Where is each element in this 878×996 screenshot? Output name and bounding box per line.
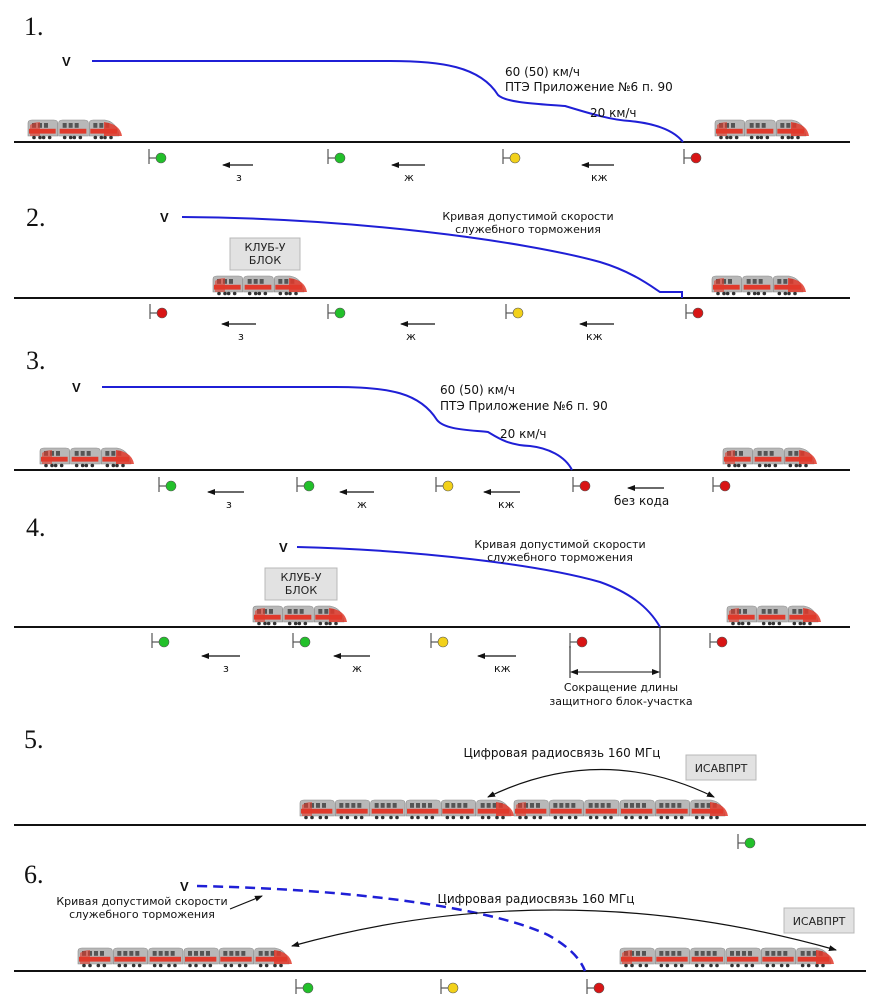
code-label-yellow: ж	[357, 498, 367, 511]
signal-red	[683, 149, 702, 164]
speed-axis-label: V	[279, 540, 288, 555]
braking-curve-dashed	[196, 884, 587, 972]
curve-label: служебного торможения	[455, 223, 601, 236]
braking-curve	[181, 216, 683, 298]
reduction-label: Сокращение длины	[564, 681, 678, 694]
radio-link-arrow	[487, 768, 715, 798]
code-label-green: з	[226, 498, 232, 511]
isavprt-box	[685, 754, 757, 781]
panel-4: 4. V Кривая допустимой скорости служебно…	[14, 513, 850, 708]
train	[252, 605, 347, 626]
signal-green	[327, 304, 346, 319]
signal-red	[709, 633, 728, 648]
signal-red	[149, 304, 168, 319]
klub-block-box	[264, 567, 338, 601]
curve-label: Кривая допустимой скорости	[474, 538, 645, 551]
speed-curve	[92, 60, 684, 143]
panel-number: 6.	[24, 860, 44, 889]
code-label-redyellow: кж	[591, 171, 608, 184]
signal-green	[295, 979, 314, 994]
signal-green	[151, 633, 170, 648]
panel-3: 3. V 60 (50) км/ч ПТЭ Приложение №6 п. 9…	[14, 346, 850, 511]
curve-label: Кривая допустимой скорости	[56, 895, 227, 908]
signal-yellow	[505, 304, 524, 319]
panel-number: 2.	[26, 203, 46, 232]
code-label-green: з	[238, 330, 244, 343]
train	[513, 799, 728, 820]
train	[27, 119, 122, 140]
train	[299, 799, 514, 820]
radio-link-arrow	[291, 909, 837, 951]
radio-label: Цифровая радиосвязь 160 МГц	[464, 746, 661, 760]
curve-label: служебного торможения	[487, 551, 633, 564]
signal-green	[158, 477, 177, 492]
panel-number: 1.	[24, 12, 44, 41]
klub-block-box	[229, 237, 301, 271]
speed-rule-label: ПТЭ Приложение №6 п. 90	[505, 80, 673, 94]
signal-yellow	[435, 477, 454, 492]
code-label-yellow: ж	[406, 330, 416, 343]
speed-axis-label: V	[72, 380, 81, 395]
signal-red	[685, 304, 704, 319]
train	[722, 447, 817, 468]
signal-yellow	[430, 633, 449, 648]
klub-label: КЛУБ-У	[244, 241, 285, 254]
code-label-redyellow: кж	[494, 662, 511, 675]
signal-yellow	[440, 979, 459, 994]
reduction-label: защитного блок-участка	[549, 695, 692, 708]
train	[726, 605, 821, 626]
signal-red	[572, 477, 591, 492]
braking-curve	[296, 546, 661, 628]
speed-axis-label: V	[62, 54, 71, 69]
panel-6: 6. V Кривая допустимой скорости служебно…	[14, 860, 866, 994]
signal-green	[327, 149, 346, 164]
train	[711, 275, 806, 296]
code-label-green: з	[223, 662, 229, 675]
curve-label: Кривая допустимой скорости	[442, 210, 613, 223]
signal-green	[148, 149, 167, 164]
signal-green	[292, 633, 311, 648]
train	[77, 947, 292, 968]
signal-red	[569, 633, 588, 648]
isavprt-label: ИСАВПРТ	[695, 762, 748, 775]
code-label-green: з	[236, 171, 242, 184]
panel-1: 1. V 60 (50) км/ч ПТЭ Приложение №6 п. 9…	[14, 12, 850, 184]
speed-label: 60 (50) км/ч	[505, 65, 580, 79]
signal-green	[296, 477, 315, 492]
train	[39, 447, 134, 468]
isavprt-label: ИСАВПРТ	[793, 915, 846, 928]
train	[714, 119, 809, 140]
speed-label-low: 20 км/ч	[590, 106, 637, 120]
speed-label: 60 (50) км/ч	[440, 383, 515, 397]
code-label-yellow: ж	[404, 171, 414, 184]
signal-red	[712, 477, 731, 492]
label-pointer	[229, 895, 263, 910]
speed-rule-label: ПТЭ Приложение №6 п. 90	[440, 399, 608, 413]
code-label-yellow: ж	[352, 662, 362, 675]
panel-number: 4.	[26, 513, 46, 542]
train	[212, 275, 307, 296]
speed-axis-label: V	[180, 879, 189, 894]
code-label-redyellow: кж	[586, 330, 603, 343]
panel-5: 5. Цифровая радиосвязь 160 МГц ИСАВПРТ	[14, 725, 866, 849]
no-code-label: без кода	[614, 494, 669, 508]
signal-yellow	[502, 149, 521, 164]
panel-number: 5.	[24, 725, 44, 754]
speed-axis-label: V	[160, 210, 169, 225]
klub-label: КЛУБ-У	[280, 571, 321, 584]
panel-2: 2. V Кривая допустимой скорости служебно…	[14, 203, 850, 343]
block-label: БЛОК	[285, 584, 317, 597]
curve-label: служебного торможения	[69, 908, 215, 921]
isavprt-box	[783, 907, 855, 934]
speed-label-low: 20 км/ч	[500, 427, 547, 441]
train	[619, 947, 834, 968]
signal-red	[586, 979, 605, 994]
code-label-redyellow: кж	[498, 498, 515, 511]
block-label: БЛОК	[249, 254, 281, 267]
radio-label: Цифровая радиосвязь 160 МГц	[438, 892, 635, 906]
signal-green	[737, 834, 756, 849]
panel-number: 3.	[26, 346, 46, 375]
speed-curve	[102, 386, 573, 471]
